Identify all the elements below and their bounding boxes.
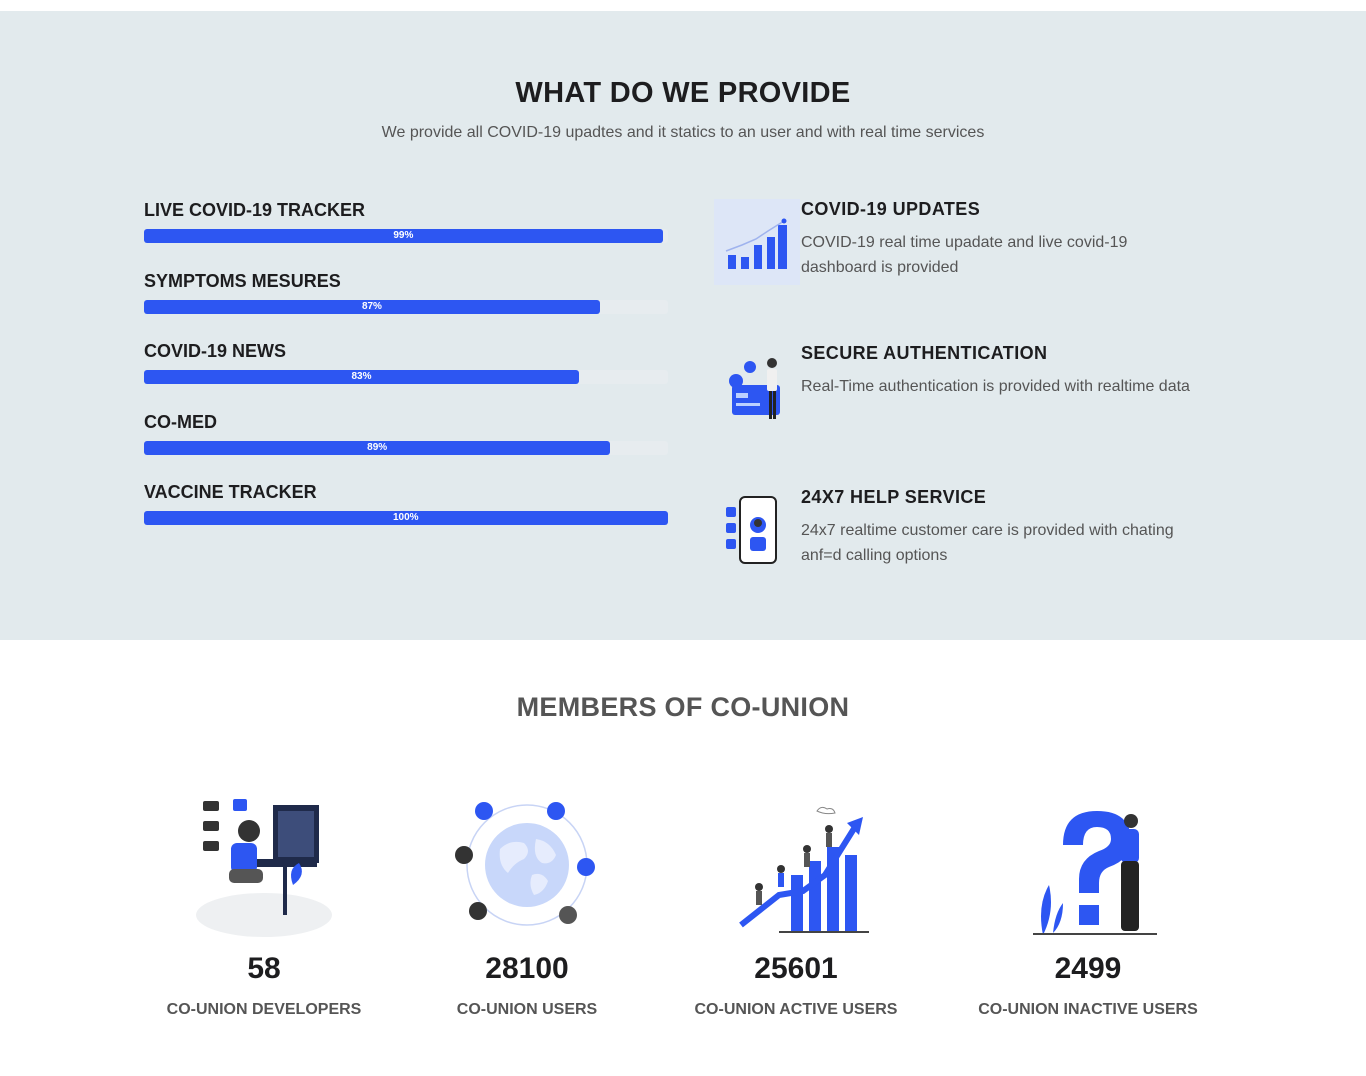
- question-person-illustration: [1033, 811, 1157, 935]
- feature-title: 24X7 HELP SERVICE: [801, 487, 987, 507]
- progress-percent: 89%: [367, 442, 388, 453]
- feature-title: SECURE AUTHENTICATION: [801, 343, 1048, 363]
- skill-label: VACCINE TRACKER: [144, 482, 317, 502]
- skill-symptoms: SYMPTOMS MESURES 87%: [144, 269, 668, 314]
- phone-support-icon: [726, 496, 777, 564]
- member-count: 25601: [754, 952, 838, 985]
- bar-chart-icon: [714, 199, 800, 285]
- member-inactive-users: 2499 CO-UNION INACTIVE USERS: [958, 795, 1218, 1035]
- climbing-growth-illustration: [739, 806, 869, 933]
- member-developers: 58 CO-UNION DEVELOPERS: [134, 795, 394, 1035]
- progress-fill: [144, 370, 579, 384]
- member-label: CO-UNION ACTIVE USERS: [694, 1001, 898, 1018]
- progress-track: 83%: [144, 370, 668, 384]
- feature-desc: 24x7 realtime customer care is provided …: [801, 522, 1174, 564]
- feature-secure-auth: SECURE AUTHENTICATION Real-Time authenti…: [712, 343, 1272, 453]
- member-count: 58: [247, 952, 281, 985]
- progress-percent: 87%: [361, 301, 382, 312]
- feature-covid-updates: COVID-19 UPDATES COVID-19 real time upad…: [712, 199, 1272, 309]
- member-label: CO-UNION INACTIVE USERS: [978, 1001, 1198, 1018]
- progress-track: 87%: [144, 300, 668, 314]
- progress-fill: [144, 229, 663, 243]
- skill-label: COVID-19 NEWS: [144, 341, 287, 361]
- progress-track: 100%: [144, 511, 668, 525]
- skill-label: SYMPTOMS MESURES: [144, 271, 341, 291]
- member-label: CO-UNION USERS: [456, 1001, 598, 1018]
- member-users: 28100 CO-UNION USERS: [397, 795, 657, 1035]
- progress-track: 99%: [144, 229, 668, 243]
- progress-fill: [144, 511, 668, 525]
- progress-track: 89%: [144, 441, 668, 455]
- developer-illustration: [196, 799, 332, 937]
- progress-percent: 100%: [393, 512, 419, 523]
- skill-comed: CO-MED 89%: [144, 410, 668, 455]
- skill-news: COVID-19 NEWS 83%: [144, 339, 668, 384]
- progress-fill: [144, 441, 611, 455]
- feature-desc: COVID-19 real time upadate and live covi…: [801, 234, 1128, 276]
- member-count: 28100: [485, 952, 569, 985]
- globe-users-illustration: [455, 802, 595, 926]
- progress-percent: 99%: [393, 230, 414, 241]
- feature-desc: Real-Time authentication is provided wit…: [801, 378, 1190, 395]
- provide-title: WHAT DO WE PROVIDE: [515, 77, 851, 109]
- provide-section: WHAT DO WE PROVIDE We provide all COVID-…: [0, 11, 1366, 640]
- progress-fill: [144, 300, 600, 314]
- progress-percent: 83%: [351, 371, 372, 382]
- feature-title: COVID-19 UPDATES: [801, 199, 981, 219]
- top-strip: [0, 0, 1366, 11]
- feature-help-service: 24X7 HELP SERVICE 24x7 realtime customer…: [712, 487, 1272, 597]
- skill-label: LIVE COVID-19 TRACKER: [144, 200, 366, 220]
- provide-subtitle: We provide all COVID-19 upadtes and it s…: [381, 124, 985, 141]
- credit-card-person-icon: [729, 358, 780, 419]
- members-title: MEMBERS OF CO-UNION: [516, 692, 850, 722]
- skill-vaccine: VACCINE TRACKER 100%: [144, 480, 668, 525]
- skill-live-tracker: LIVE COVID-19 TRACKER 99%: [144, 198, 668, 243]
- skill-label: CO-MED: [144, 412, 217, 432]
- member-active-users: 25601 CO-UNION ACTIVE USERS: [666, 795, 926, 1035]
- member-label: CO-UNION DEVELOPERS: [166, 1001, 362, 1018]
- member-count: 2499: [1054, 952, 1122, 985]
